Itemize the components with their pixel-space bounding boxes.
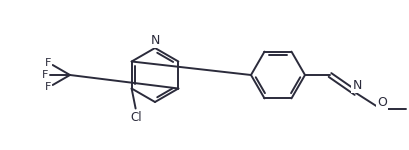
Text: F: F xyxy=(42,70,48,80)
Text: N: N xyxy=(150,34,159,48)
Text: Cl: Cl xyxy=(130,111,142,124)
Text: O: O xyxy=(376,96,386,108)
Text: F: F xyxy=(45,82,51,92)
Text: F: F xyxy=(45,58,51,68)
Text: N: N xyxy=(351,80,361,93)
